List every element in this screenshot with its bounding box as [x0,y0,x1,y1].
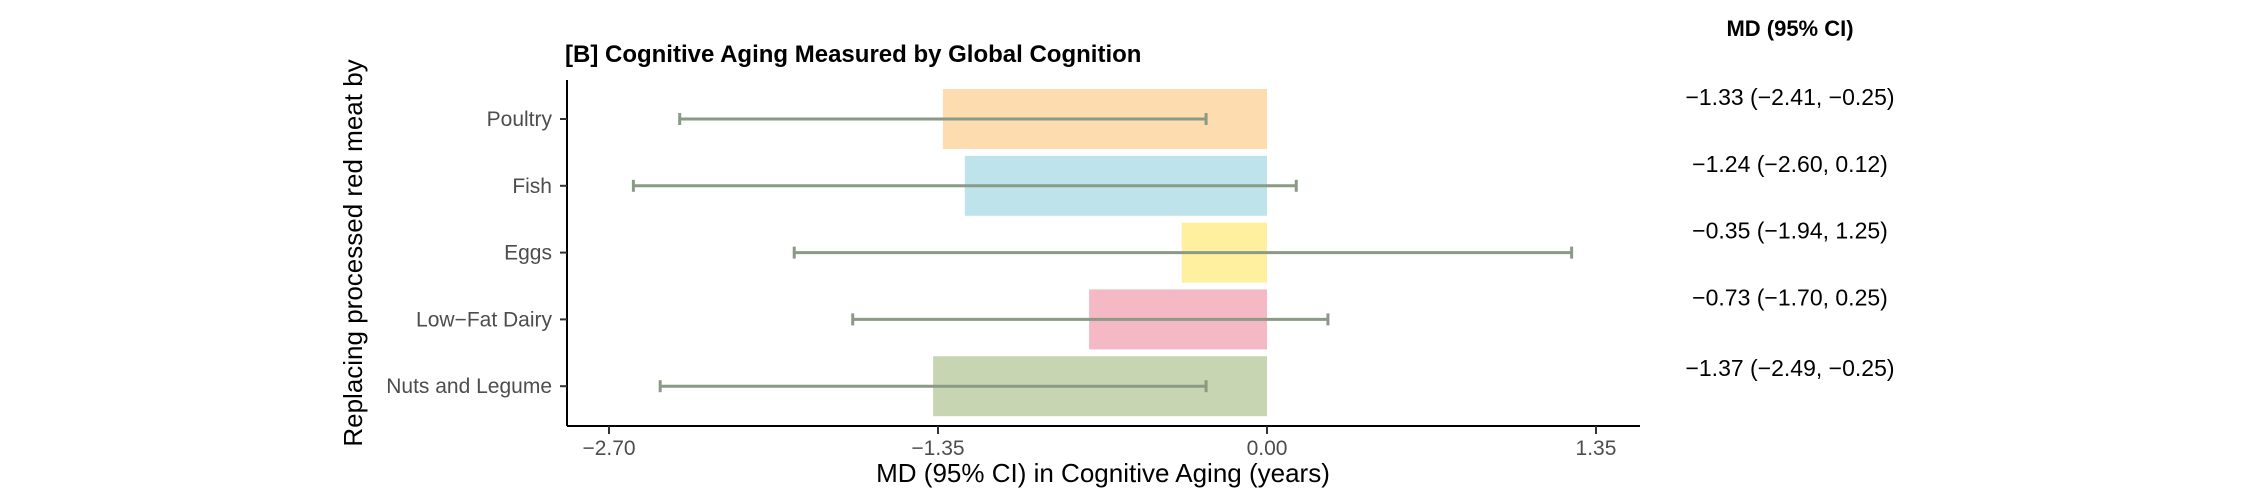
md-value-nuts-and-legume: −1.37 (−2.49, −0.25) [1685,355,1894,381]
x-tick-label-2: 0.00 [1247,437,1288,460]
errorbar-poultry [678,113,1208,125]
chart-title: [B] Cognitive Aging Measured by Global C… [565,41,1141,68]
y-tick-label-nuts-and-legume: Nuts and Legume [386,375,552,398]
x-ticks: −2.70 −1.35 0.00 1.35 [582,426,1616,460]
x-tick-label-3: 1.35 [1576,437,1617,460]
y-axis-label: Replacing processed red meat by [338,59,368,446]
x-axis-label: MD (95% CI) in Cognitive Aging (years) [876,458,1330,488]
errorbar-low-fat-dairy [851,313,1330,326]
y-tick-label-poultry: Poultry [487,108,553,131]
x-tick-label-0: −2.70 [582,437,635,460]
y-tick-label-eggs: Eggs [504,242,552,265]
errorbar-fish [631,179,1298,192]
y-tick-label-fish: Fish [512,175,552,198]
md-value-eggs: −0.35 (−1.94, 1.25) [1692,218,1888,244]
md-values-column: −1.33 (−2.41, −0.25) −1.24 (−2.60, 0.12) −… [1685,84,1894,381]
md-value-poultry: −1.33 (−2.41, −0.25) [1685,84,1894,110]
x-tick-label-1: −1.35 [911,437,964,460]
md-value-low-fat-dairy: −0.73 (−1.70, 0.25) [1692,284,1888,310]
md-column-header: MD (95% CI) [1726,16,1853,41]
errorbars-layer [631,113,1574,393]
errorbar-nuts-and-legume [658,380,1208,393]
y-tick-label-low-fat-dairy: Low−Fat Dairy [416,308,552,331]
md-value-fish: −1.24 (−2.60, 0.12) [1692,151,1888,177]
y-tick-labels: Poultry Fish Eggs Low−Fat Dairy Nuts and Leg… [386,108,567,398]
errorbar-eggs [792,246,1574,259]
